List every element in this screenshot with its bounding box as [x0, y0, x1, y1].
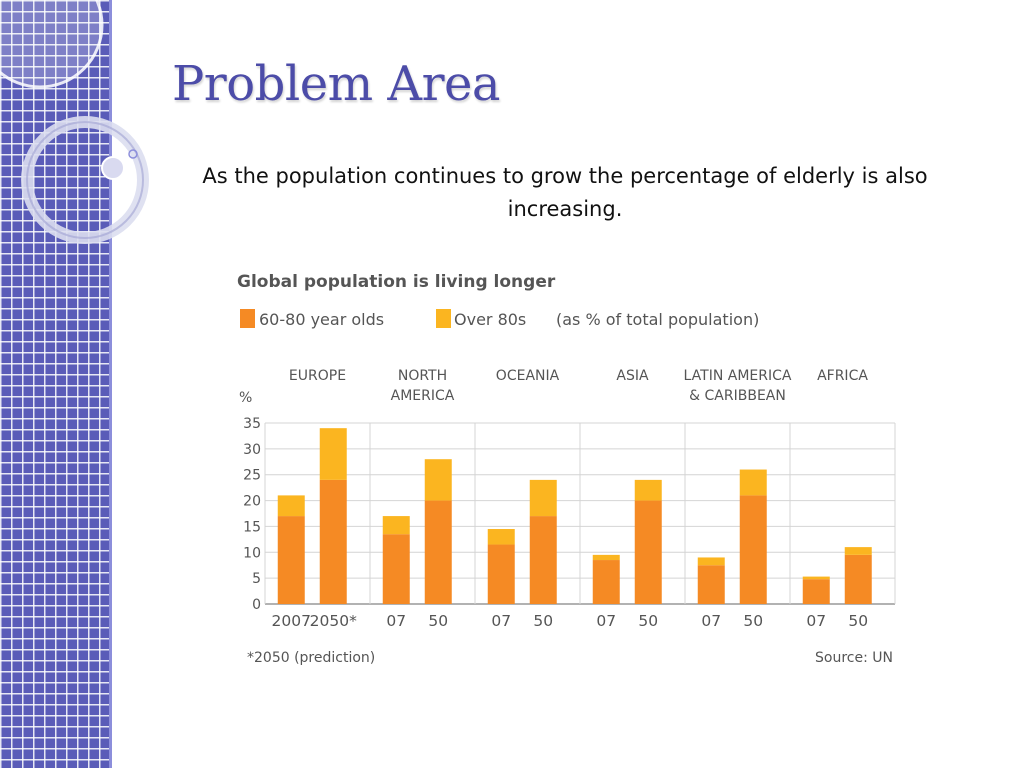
- region-label: EUROPE: [289, 368, 346, 384]
- bar-60-80: [634, 500, 662, 604]
- x-tick-label: 50: [743, 612, 763, 630]
- y-tick-label: 35: [243, 416, 261, 432]
- y-tick-label: 15: [243, 519, 261, 535]
- bar-60-80: [802, 579, 830, 604]
- bar-60-80: [424, 500, 452, 604]
- bar-over-80: [802, 576, 830, 580]
- bar-over-80: [319, 428, 347, 480]
- x-tick-label: 50: [533, 612, 553, 630]
- y-tick-label: 5: [252, 571, 261, 587]
- x-tick-label: 2007: [272, 612, 311, 630]
- chart-source: Source: UN: [815, 650, 893, 666]
- bar-over-80: [592, 554, 620, 561]
- bar-60-80: [529, 516, 557, 604]
- legend-note: (as % of total population): [556, 310, 759, 329]
- y-tick-label: 10: [243, 545, 261, 561]
- legend-label-60-80: 60-80 year olds: [259, 310, 384, 329]
- bar-60-80: [697, 565, 725, 604]
- x-tick-label: 07: [596, 612, 616, 630]
- chart-title: Global population is living longer: [237, 272, 556, 292]
- region-label: & CARIBBEAN: [689, 388, 786, 404]
- bar-over-80: [529, 479, 557, 517]
- y-tick-label: 0: [252, 597, 261, 613]
- y-tick-label: 25: [243, 468, 261, 484]
- bar-over-80: [739, 469, 767, 496]
- x-tick-label: 07: [386, 612, 406, 630]
- bar-60-80: [382, 534, 410, 604]
- bar-60-80: [739, 495, 767, 604]
- x-tick-label: 50: [428, 612, 448, 630]
- bar-over-80: [487, 529, 515, 545]
- legend-label-over-80: Over 80s: [454, 310, 526, 329]
- x-tick-label: 50: [638, 612, 658, 630]
- bar-60-80: [277, 516, 305, 604]
- population-chart: Global population is living longer 60-80…: [225, 258, 905, 678]
- region-label: NORTH: [398, 368, 447, 384]
- y-axis-label: %: [239, 390, 252, 406]
- x-tick-label: 07: [701, 612, 721, 630]
- bar-60-80: [487, 544, 515, 604]
- bar-over-80: [382, 516, 410, 535]
- chart-footnote: *2050 (prediction): [247, 650, 375, 666]
- decorative-circles: [0, 0, 149, 244]
- bar-over-80: [634, 479, 662, 501]
- y-tick-label: 20: [243, 494, 261, 510]
- x-tick-label: 07: [806, 612, 826, 630]
- chart-svg: Global population is living longer 60-80…: [237, 272, 896, 666]
- region-label: AMERICA: [391, 388, 455, 404]
- y-tick-label: 30: [243, 442, 261, 458]
- region-label: OCEANIA: [496, 368, 560, 384]
- slide-subtitle: As the population continues to grow the …: [202, 164, 928, 221]
- x-tick-label: 2050*: [310, 612, 357, 630]
- bar-60-80: [592, 560, 620, 604]
- bar-60-80: [319, 479, 347, 604]
- region-label: ASIA: [616, 368, 649, 384]
- region-label: AFRICA: [817, 368, 868, 384]
- x-tick-label: 50: [848, 612, 868, 630]
- bar-over-80: [844, 547, 872, 555]
- region-label: LATIN AMERICA: [684, 368, 792, 384]
- slide-title: Problem Area: [172, 56, 501, 112]
- x-tick-label: 07: [491, 612, 511, 630]
- bar-60-80: [844, 554, 872, 604]
- legend-swatch-60-80: [240, 309, 255, 328]
- bar-over-80: [277, 495, 305, 517]
- legend-swatch-over-80: [436, 309, 451, 328]
- bar-over-80: [697, 557, 725, 566]
- bar-over-80: [424, 459, 452, 501]
